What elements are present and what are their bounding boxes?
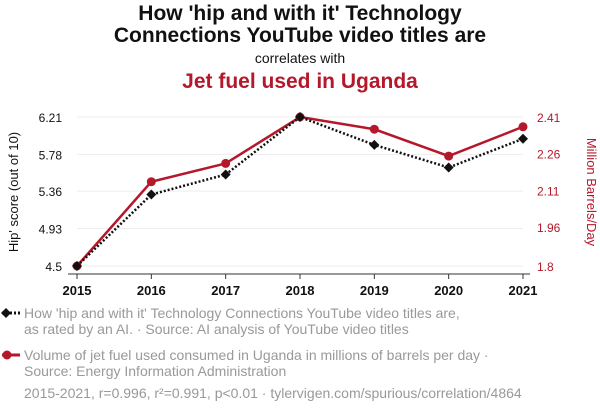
x-tick-label: 2020	[434, 283, 463, 298]
x-tick-label: 2017	[211, 283, 240, 298]
hip-score-point	[518, 133, 528, 144]
legend-label-jet-fuel: Volume of jet fuel used consumed in Ugan…	[24, 347, 489, 379]
line-chart: 4.5 4.93 5.36 5.78 6.21 1.8 1.96 2.11 2.26 2.41 20…	[6, 111, 599, 298]
y-left-axis-title: Hip' score (out of 10)	[6, 132, 21, 252]
jet-fuel-point	[146, 177, 156, 187]
y-right-tick-label: 2.11	[537, 184, 560, 198]
chart-title-line-2: Connections YouTube video titles are	[113, 24, 487, 47]
jet-fuel-point	[221, 158, 231, 168]
y-left-tick-label: 4.5	[45, 260, 62, 274]
chart-title-line-3: Jet fuel used in Uganda	[182, 70, 418, 93]
y-right-tick-label: 1.8	[537, 260, 554, 274]
y-left-tick-label: 5.78	[39, 148, 63, 162]
jet-fuel-point	[444, 151, 454, 161]
x-tick-label: 2021	[509, 283, 538, 298]
x-tick-label: 2018	[286, 283, 315, 298]
y-right-axis-title: Million Barrels/Day	[584, 138, 599, 247]
hip-score-point	[295, 112, 305, 122]
hip-score-point	[220, 169, 231, 180]
legend-label-hip-score: How 'hip and with it' Technology Connect…	[24, 305, 460, 337]
hip-score-point	[72, 261, 82, 271]
hip-score-point	[443, 162, 454, 173]
legend-label-jet-fuel-line-1: Volume of jet fuel used consumed in Ugan…	[24, 347, 489, 363]
jet-fuel-point	[369, 124, 379, 134]
footer-stats: 2015-2021, r=0.996, r²=0.991, p<0.01 · t…	[24, 385, 522, 401]
y-right-tick-label: 2.41	[537, 111, 561, 125]
legend-dotted-diamond-icon	[1, 308, 20, 318]
y-left-tick-label: 6.21	[39, 111, 63, 125]
legend-solid-circle-icon	[2, 350, 20, 360]
legend-item-hip-score: How 'hip and with it' Technology Connect…	[0, 305, 600, 339]
chart-subtitle: correlates with	[254, 50, 346, 66]
x-tick-label: 2019	[360, 283, 389, 298]
y-right-tick-label: 2.26	[537, 148, 561, 162]
hip-score-point	[146, 189, 157, 200]
x-tick-label: 2015	[63, 283, 92, 298]
chart-title-line-1: How 'hip and with it' Technology	[138, 2, 462, 25]
legend-label-jet-fuel-line-2: Source: Energy Information Administratio…	[24, 363, 287, 379]
y-right-tick-label: 1.96	[537, 221, 561, 235]
y-left-tick-label: 5.36	[39, 185, 63, 199]
jet-fuel-point	[518, 122, 528, 132]
legend-item-jet-fuel: Volume of jet fuel used consumed in Ugan…	[0, 347, 600, 381]
legend-label-hip-score-line-2: as rated by an AI. · Source: AI analysis…	[24, 321, 409, 337]
hip-score-point	[369, 139, 380, 150]
y-left-tick-label: 4.93	[39, 223, 63, 237]
legend-label-hip-score-line-1: How 'hip and with it' Technology Connect…	[24, 305, 460, 321]
x-tick-label: 2016	[137, 283, 166, 298]
